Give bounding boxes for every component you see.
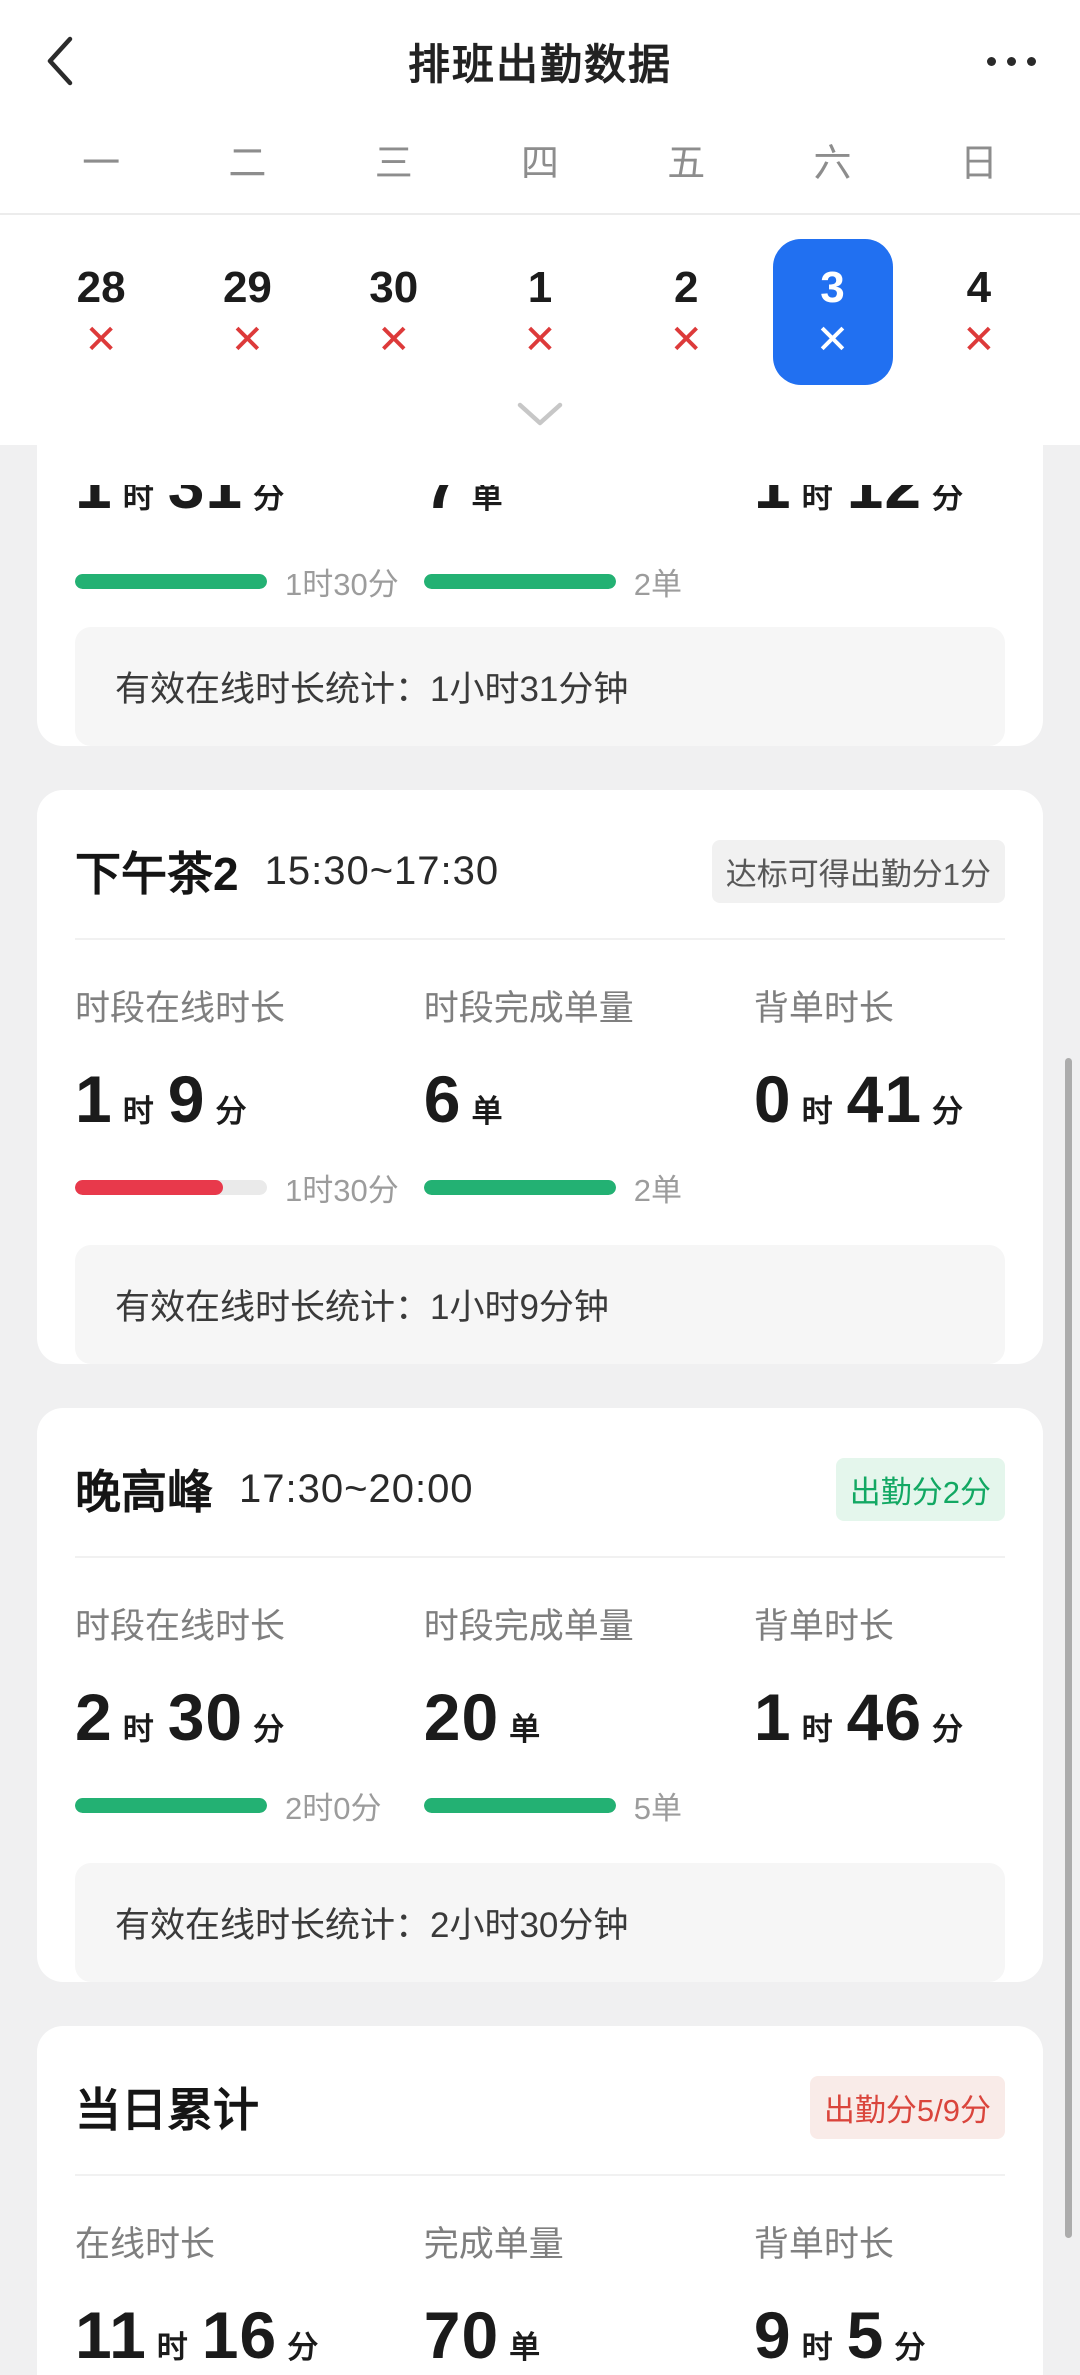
date-cell-28[interactable]: 28 ✕: [76, 262, 126, 363]
weekday-label: 四: [520, 143, 559, 185]
attendance-score-badge: 出勤分5/9分: [809, 2075, 1005, 2139]
valid-online-note: 有效在线时长统计：1小时31分钟: [75, 627, 1005, 746]
date-cell-3-selected[interactable]: 3 ✕: [759, 239, 905, 385]
absent-x-icon: ✕: [376, 318, 411, 363]
period-title: 当日累计: [75, 2084, 259, 2136]
weekday-row: 一 二 三 四 五 六 日: [0, 122, 1080, 213]
period-time-range: 17:30~20:00: [239, 1466, 474, 1511]
stat-online-duration: 时段在线时长 2 时 30 分 2时0分: [75, 1598, 424, 1826]
absent-x-icon: ✕: [84, 318, 118, 363]
stat-carrying-duration: 背单时长 0 时 41 分: [753, 989, 964, 1136]
card-divider: [75, 938, 1005, 940]
stat-carrying-duration: 背单时长 1 时 46 分: [753, 1607, 964, 1754]
absent-x-icon: ✕: [962, 318, 996, 363]
more-menu-button[interactable]: [987, 31, 1036, 91]
valid-online-note: 有效在线时长统计：2小时30分钟: [75, 1863, 1005, 1982]
page-title: 排班出勤数据: [407, 40, 672, 88]
more-icon: [987, 56, 996, 66]
stat-value: 1 时 12 分: [753, 485, 964, 522]
date-cell-2[interactable]: 2 ✕: [669, 262, 704, 363]
navbar: 排班出勤数据: [0, 0, 1080, 122]
attendance-score-badge: 出勤分2分: [835, 1457, 1005, 1521]
back-button[interactable]: [44, 31, 88, 91]
date-cell-1[interactable]: 1 ✕: [523, 262, 557, 363]
weekday-label: 三: [374, 143, 413, 185]
weekday-label: 六: [813, 143, 852, 185]
weekday-label: 五: [667, 143, 706, 185]
stat-completed-orders: 时段完成单量 20 单 5单: [423, 1598, 754, 1826]
absent-x-icon: ✕: [815, 318, 850, 363]
date-row: 28 ✕ 29 ✕ 30 ✕ 1 ✕ 2 ✕ 3 ✕ 4 ✕: [0, 215, 1080, 391]
card-evening-peak: 晚高峰 17:30~20:00 出勤分2分 时段在线时长 2 时 30 分 2时0分 …: [37, 1408, 1043, 1982]
progress-bar: 2单: [423, 1171, 754, 1208]
period-title: 晚高峰: [75, 1466, 213, 1518]
date-cell-29[interactable]: 29 ✕: [222, 262, 272, 363]
progress-bar: 2时0分: [75, 1789, 424, 1826]
progress-bar: 5单: [423, 1789, 754, 1826]
stat-value: 1 时 31 分: [75, 485, 285, 522]
period-time-range: 15:30~17:30: [264, 848, 500, 893]
absent-x-icon: ✕: [523, 318, 557, 363]
weekday-label: 日: [959, 143, 998, 185]
chevron-down-icon: [517, 402, 563, 426]
date-cell-30[interactable]: 30 ✕: [369, 262, 419, 363]
valid-online-note: 有效在线时长统计：1小时9分钟: [75, 1245, 1005, 1364]
stat-online-duration: 在线时长 11 时 16 分: [75, 2225, 319, 2372]
card-divider: [75, 1556, 1005, 1558]
back-icon: [47, 36, 73, 86]
calendar-expand-button[interactable]: [0, 391, 1080, 441]
card-daily-total: 当日累计 出勤分5/9分 在线时长 11 时 16 分 完成单量 70 单 背单时长 9…: [37, 2026, 1043, 2375]
attendance-score-badge: 达标可得出勤分1分: [711, 839, 1005, 903]
card-divider: [75, 2174, 1005, 2176]
stat-online-duration: 1 时 31 分 1时30分: [75, 485, 424, 602]
period-title: 下午茶2: [75, 848, 239, 900]
sticky-header: 排班出勤数据 一 二 三 四 五 六 日 28 ✕ 29 ✕ 30 ✕ 1 ✕ 2 ✕ 3…: [0, 0, 1080, 445]
absent-x-icon: ✕: [669, 318, 704, 363]
scrollbar[interactable]: [1065, 1058, 1072, 2238]
date-cell-4[interactable]: 4 ✕: [962, 262, 996, 363]
weekday-label: 二: [228, 143, 267, 185]
weekday-label: 一: [82, 143, 121, 185]
progress-bar: 1时30分: [75, 1171, 424, 1208]
stat-carrying-duration: 1 时 12 分: [754, 485, 1005, 597]
absent-x-icon: ✕: [230, 318, 265, 363]
header-divider: [0, 213, 1080, 215]
progress-bar: 2单: [423, 565, 754, 602]
progress-bar: 1时30分: [75, 565, 424, 602]
stat-completed-orders: 完成单量 70 单: [423, 2225, 564, 2372]
